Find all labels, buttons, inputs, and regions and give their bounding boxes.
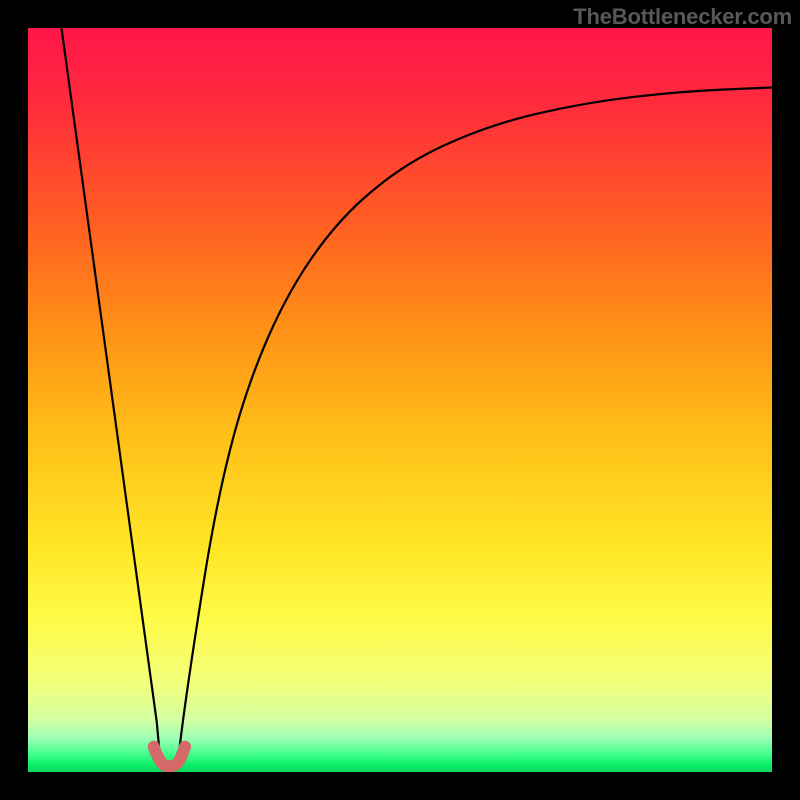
bottleneck-curve-chart	[28, 28, 772, 772]
watermark-label: TheBottlenecker.com	[573, 4, 792, 30]
plot-area	[28, 28, 772, 772]
chart-container: TheBottlenecker.com	[0, 0, 800, 800]
gradient-background	[28, 28, 772, 772]
